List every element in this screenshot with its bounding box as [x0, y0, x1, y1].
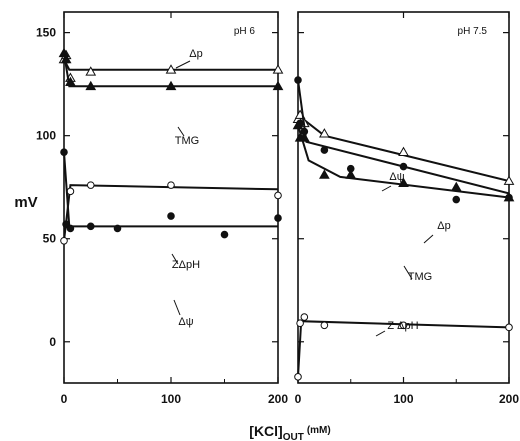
- data-point: [167, 181, 175, 189]
- series-label: Δp: [189, 48, 202, 60]
- data-point: [503, 175, 515, 185]
- data-point: [86, 222, 95, 231]
- data-point: [319, 169, 330, 179]
- data-point: [165, 80, 177, 91]
- data-point: [272, 80, 284, 91]
- label-leader: [173, 299, 181, 316]
- data-point: [85, 66, 97, 76]
- data-point: [165, 64, 177, 74]
- data-point: [60, 236, 68, 245]
- series-label: Δψ: [389, 171, 404, 183]
- series-line: [63, 53, 278, 88]
- data-point: [345, 169, 357, 179]
- data-point: [86, 181, 95, 189]
- data-point: [60, 53, 72, 64]
- data-point: [294, 373, 302, 381]
- data-point: [319, 128, 330, 138]
- series-label: ZΔpH: [172, 259, 200, 271]
- label-leader: [423, 234, 434, 244]
- y-tick-label: 150: [36, 26, 56, 40]
- panel-2: 0 100 200: [292, 11, 519, 406]
- data-point: [294, 76, 302, 84]
- series-label: Δp: [437, 220, 450, 232]
- x-axis-label: [KCl]OUT(mM): [249, 423, 330, 441]
- data-point: [505, 323, 513, 332]
- data-point: [60, 148, 68, 156]
- panel-label: pH 7.5: [458, 26, 488, 37]
- data-point: [66, 224, 75, 233]
- data-point: [220, 230, 229, 239]
- data-point: [398, 177, 409, 187]
- data-point: [272, 64, 284, 74]
- x-tick-label: 100: [393, 392, 413, 406]
- data-point: [450, 181, 462, 192]
- data-point: [298, 132, 310, 142]
- series-line: [297, 79, 510, 195]
- label-leader: [175, 60, 191, 69]
- y-axis-label: mV: [14, 194, 37, 211]
- x-axis-label-sub: OUT: [283, 432, 304, 441]
- label-leader: [381, 185, 392, 192]
- x-tick-label: 200: [499, 392, 519, 406]
- label-leader: [403, 265, 413, 280]
- label-leader: [375, 330, 386, 337]
- data-point: [66, 187, 75, 196]
- series-label: Δψ: [178, 316, 193, 328]
- x-axis-label-main: [KCl]: [249, 423, 282, 439]
- data-point: [292, 119, 304, 130]
- panel-1: 0 100 200: [58, 11, 288, 406]
- data-point: [503, 191, 515, 202]
- series-label: TMG: [408, 271, 432, 283]
- label-leader: [177, 126, 185, 137]
- series-label: TMG: [175, 135, 199, 147]
- data-point: [85, 80, 97, 91]
- x-tick-label: 100: [161, 392, 181, 406]
- x-axis-label-unit: (mM): [307, 425, 331, 436]
- y-tick-label: 50: [43, 232, 57, 246]
- data-point: [320, 146, 329, 154]
- y-tick-label: 0: [49, 335, 56, 349]
- data-point: [399, 162, 408, 171]
- data-point: [113, 224, 122, 233]
- data-point: [300, 313, 309, 321]
- data-point: [398, 146, 409, 157]
- data-point: [65, 76, 76, 86]
- data-point: [274, 214, 282, 222]
- data-point: [296, 319, 304, 328]
- series-line: [297, 125, 510, 199]
- data-point: [399, 321, 408, 330]
- x-tick-label: 0: [295, 392, 302, 406]
- x-tick-label: 200: [268, 392, 288, 406]
- data-point: [167, 212, 175, 220]
- data-point: [452, 195, 461, 204]
- data-point: [274, 191, 282, 200]
- data-point: [320, 321, 329, 330]
- series-label: Z ΔpH: [387, 320, 418, 332]
- x-tick-label: 0: [61, 392, 68, 406]
- panel-label: pH 6: [234, 26, 256, 37]
- label-leader: [171, 253, 179, 265]
- y-tick-label: 100: [36, 129, 56, 143]
